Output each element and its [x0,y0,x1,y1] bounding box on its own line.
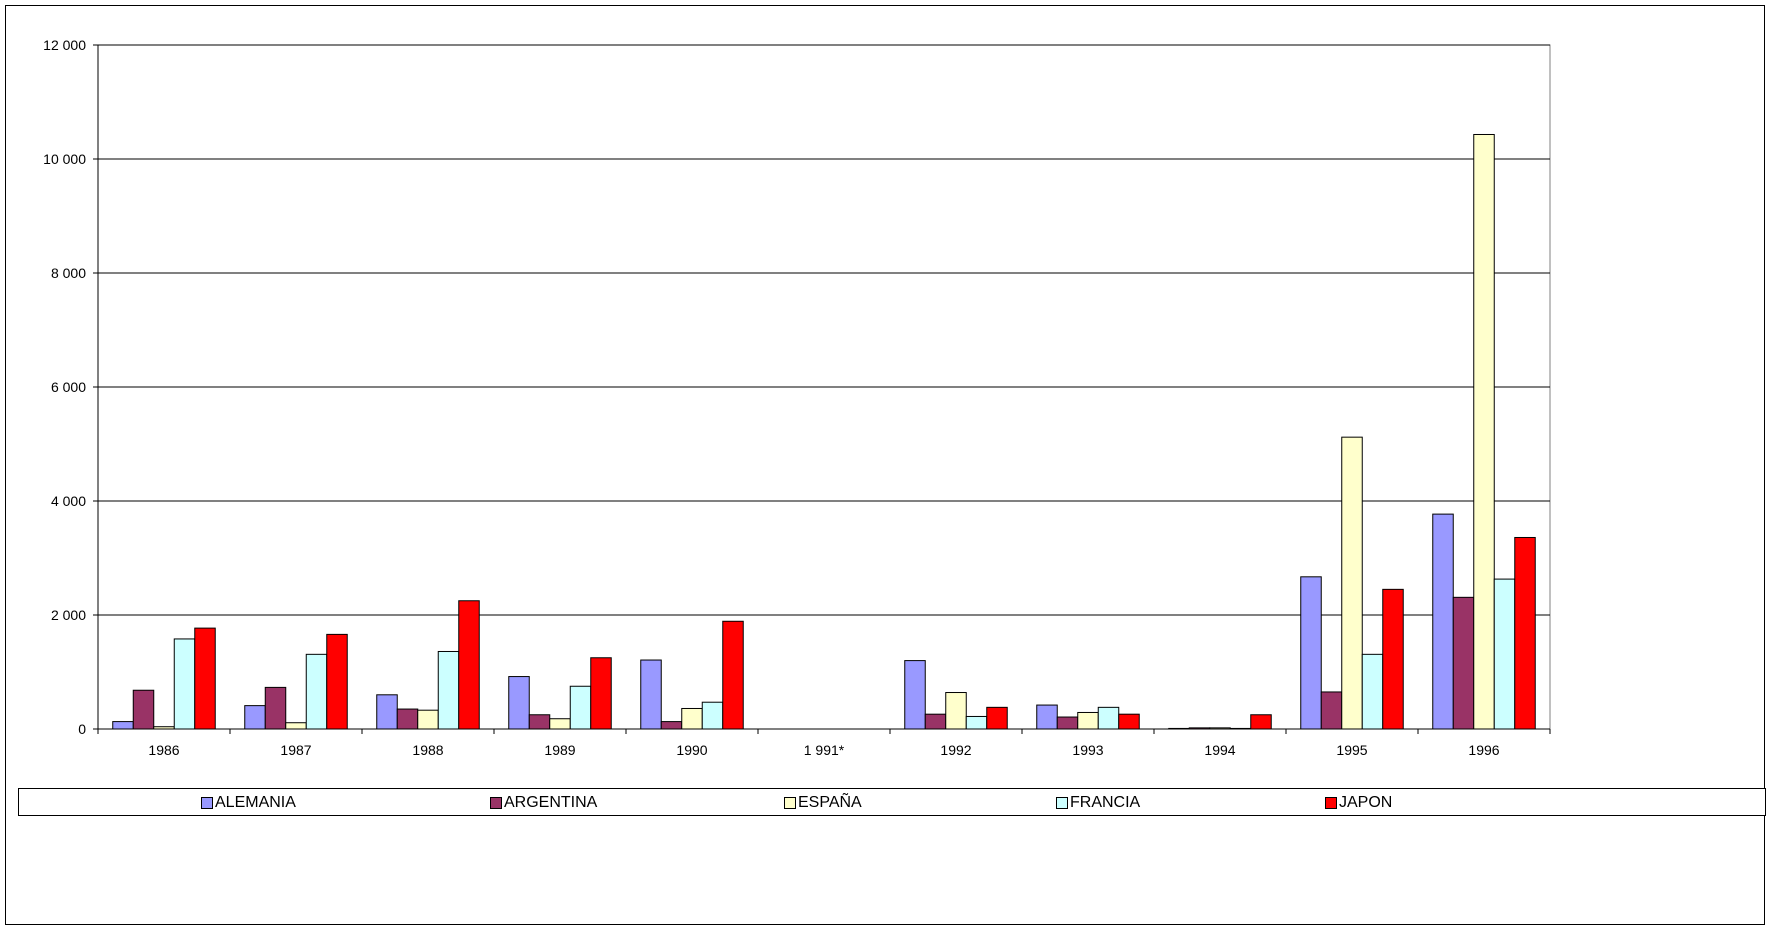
bar-españa [681,707,703,730]
bar-alemania [1036,704,1058,730]
bar-españa [549,718,571,730]
bar-argentina [528,714,551,730]
bar-alemania [1432,513,1454,730]
bar-alemania [508,676,530,730]
bar-argentina [264,686,287,730]
legend-item-españa: ESPAÑA [784,794,862,812]
bar-francia [965,715,988,730]
axis-labels: 0 2 000 4 000 6 000 8 000 10 000 12 000 1986 198… [43,37,1500,758]
bar-francia [305,653,328,730]
bar-españa [1077,711,1099,730]
legend-swatch [784,797,796,809]
bar-alemania [112,721,134,730]
legend-label: ARGENTINA [504,794,598,811]
bar-argentina [1452,596,1475,730]
x-tick-label: 1995 [1336,742,1367,758]
bar-españa [1473,133,1495,730]
bar-argentina [1320,691,1343,730]
bar-argentina [132,689,155,730]
legend-label: ESPAÑA [798,794,862,811]
legend-item-argentina: ARGENTINA [490,794,597,812]
x-tick-label: 1993 [1072,742,1103,758]
bar-japon [458,600,480,730]
x-tick-label: 1987 [280,742,311,758]
y-tick-label: 2 000 [51,607,86,623]
bar-francia [569,685,592,730]
x-tick-label: 1990 [676,742,707,758]
bar-japon [1514,536,1536,730]
x-tick-label: 1988 [412,742,443,758]
x-tick-label: 1994 [1204,742,1235,758]
legend-swatch [490,797,502,809]
legend-swatch [1056,797,1068,809]
bar-francia [437,650,460,730]
bar-japon [1382,588,1404,730]
legend-item-japon: JAPON [1325,794,1392,812]
bar-japon [986,706,1008,730]
bar-alemania [640,659,662,730]
legend-label: JAPON [1339,794,1393,811]
bar-alemania [1300,576,1322,730]
gridlines [98,44,1550,616]
axes [93,44,1551,734]
bar-alemania [244,705,266,730]
legend-item-alemania: ALEMANIA [201,794,296,812]
y-tick-label: 12 000 [43,37,86,53]
bar-españa [1341,436,1363,730]
y-tick-label: 10 000 [43,151,86,167]
bar-japon [194,627,216,730]
x-tick-label: 1992 [940,742,971,758]
bar-francia [1361,653,1384,730]
bars [112,133,1536,730]
legend-label: ALEMANIA [215,794,296,811]
bar-españa [945,692,967,730]
bar-japon [722,620,744,730]
bar-francia [1097,706,1120,730]
bar-japon [1250,714,1272,730]
x-tick-label: 1989 [544,742,575,758]
bar-argentina [924,713,947,730]
bar-francia [1493,578,1516,730]
x-tick-label: 1986 [148,742,179,758]
legend-swatch [1325,797,1337,809]
legend-item-francia: FRANCIA [1056,794,1140,812]
x-tick-label: 1996 [1468,742,1499,758]
bar-alemania [376,694,398,730]
y-tick-label: 0 [78,721,86,737]
y-tick-label: 8 000 [51,265,86,281]
bar-españa [285,722,307,730]
bar-japon [590,657,612,730]
bar-argentina [660,721,683,730]
bar-francia [173,638,196,730]
bar-argentina [396,708,419,730]
bar-españa [417,709,439,730]
bar-japon [326,633,348,730]
bar-japon [1118,713,1140,730]
bar-alemania [904,660,926,730]
y-tick-label: 4 000 [51,493,86,509]
legend: ALEMANIA ARGENTINA ESPAÑA FRANCIA JAPON [18,788,1766,816]
bar-argentina [1056,716,1079,730]
legend-swatch [201,797,213,809]
x-tick-label: 1 991* [804,742,845,758]
legend-label: FRANCIA [1070,794,1141,811]
y-tick-label: 6 000 [51,379,86,395]
bar-francia [701,701,724,730]
